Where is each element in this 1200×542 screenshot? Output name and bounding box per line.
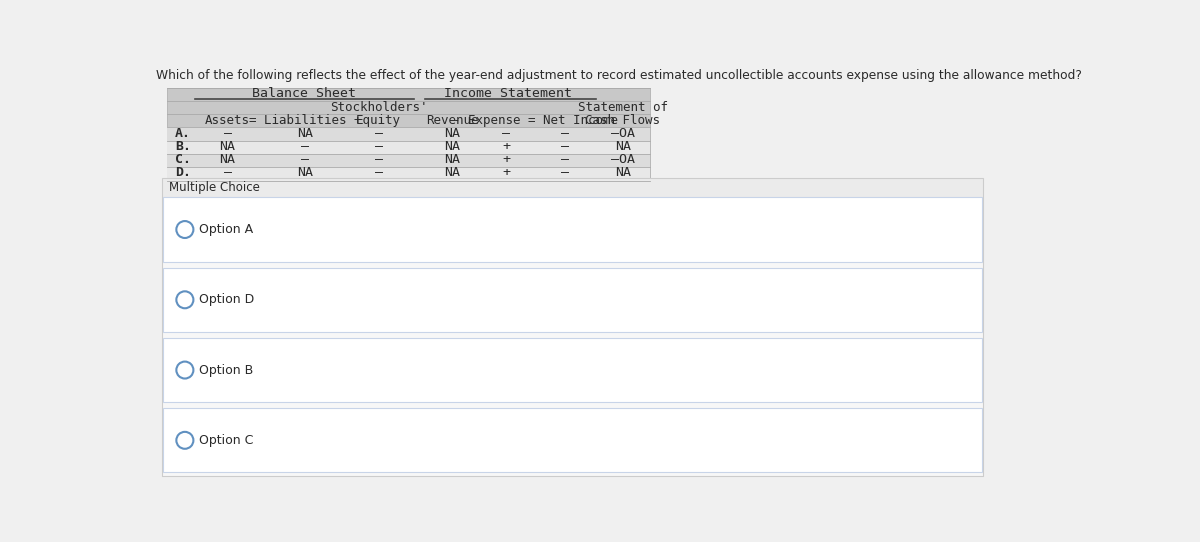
Text: NA: NA <box>444 127 461 140</box>
Text: Stockholders': Stockholders' <box>330 100 427 113</box>
Text: Income Statement: Income Statement <box>444 87 571 100</box>
Text: Option D: Option D <box>199 293 254 306</box>
FancyBboxPatch shape <box>167 127 650 140</box>
Text: C.: C. <box>175 153 191 166</box>
Text: Balance Sheet: Balance Sheet <box>252 87 355 100</box>
FancyBboxPatch shape <box>162 197 983 476</box>
Text: NA: NA <box>220 153 235 166</box>
FancyBboxPatch shape <box>167 153 650 167</box>
Text: –: – <box>560 166 569 179</box>
Text: +: + <box>503 166 510 179</box>
FancyBboxPatch shape <box>167 140 650 153</box>
Text: Revenue: Revenue <box>426 114 479 127</box>
FancyBboxPatch shape <box>163 408 982 473</box>
FancyBboxPatch shape <box>162 178 983 197</box>
Text: –: – <box>374 153 383 166</box>
Text: +: + <box>503 153 510 166</box>
Text: –: – <box>560 140 569 153</box>
Text: –: – <box>560 127 569 140</box>
Text: Equity: Equity <box>356 114 401 127</box>
Text: NA: NA <box>614 166 631 179</box>
Text: –: – <box>301 153 310 166</box>
Text: Cash Flows: Cash Flows <box>586 114 660 127</box>
Text: NA: NA <box>298 127 313 140</box>
Text: = Liabilities +: = Liabilities + <box>248 114 361 127</box>
Text: - Expense = Net Income: - Expense = Net Income <box>454 114 618 127</box>
Text: –: – <box>374 166 383 179</box>
Text: Option A: Option A <box>199 223 253 236</box>
Text: NA: NA <box>444 140 461 153</box>
Text: Option C: Option C <box>199 434 253 447</box>
Text: NA: NA <box>614 140 631 153</box>
Text: Assets: Assets <box>205 114 250 127</box>
FancyBboxPatch shape <box>163 338 982 402</box>
Text: NA: NA <box>444 166 461 179</box>
Text: –: – <box>223 166 232 179</box>
Text: –: – <box>301 140 310 153</box>
Text: –: – <box>223 127 232 140</box>
FancyBboxPatch shape <box>167 167 650 180</box>
Text: NA: NA <box>220 140 235 153</box>
Text: D.: D. <box>175 166 191 179</box>
Text: Which of the following reflects the effect of the year-end adjustment to record : Which of the following reflects the effe… <box>156 69 1082 82</box>
Text: –: – <box>374 140 383 153</box>
Text: –OA: –OA <box>611 127 635 140</box>
Text: –OA: –OA <box>611 153 635 166</box>
FancyBboxPatch shape <box>163 268 982 332</box>
Text: NA: NA <box>298 166 313 179</box>
Text: –: – <box>503 127 510 140</box>
FancyBboxPatch shape <box>167 88 650 180</box>
Text: –: – <box>374 127 383 140</box>
Text: Option B: Option B <box>199 364 253 377</box>
Text: B.: B. <box>175 140 191 153</box>
Text: +: + <box>503 140 510 153</box>
Text: NA: NA <box>444 153 461 166</box>
Text: A.: A. <box>175 127 191 140</box>
FancyBboxPatch shape <box>163 197 982 262</box>
Text: Multiple Choice: Multiple Choice <box>169 182 260 195</box>
Text: –: – <box>560 153 569 166</box>
Text: Statement of: Statement of <box>577 100 667 113</box>
